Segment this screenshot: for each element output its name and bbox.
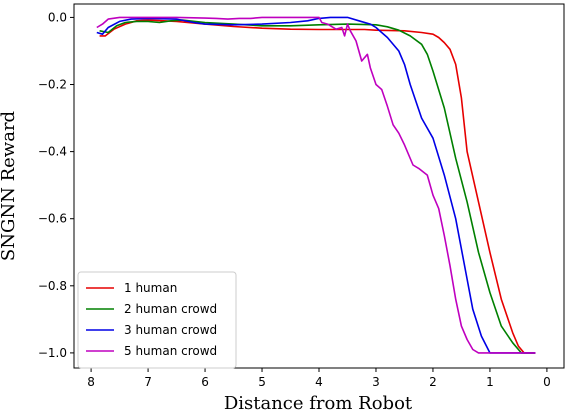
x-axis-ticks: 8 7 6 5 4 3 2 1 0 [87,368,551,389]
y-tick-label: −0.4 [38,145,67,159]
legend-label: 3 human crowd [124,323,217,337]
x-tick-label: 2 [429,375,437,389]
legend-box [77,271,237,369]
x-tick-label: 8 [87,375,95,389]
series-layer [96,16,536,354]
series-line-3 [96,16,536,354]
y-axis-label: SNGNN Reward [0,111,19,261]
legend: 1 human 2 human crowd 3 human crowd 5 human… [77,271,237,369]
legend-label: 1 human [124,281,177,295]
x-axis-label: Distance from Robot [224,393,413,414]
y-tick-label: −0.6 [38,212,67,226]
x-tick-label: 4 [315,375,323,389]
series-line-4 [96,16,536,354]
series-line-2 [99,19,536,354]
x-tick-label: 6 [201,375,209,389]
x-tick-label: 3 [372,375,380,389]
series-line-1 [99,19,536,354]
y-tick-label: −0.8 [38,279,67,293]
x-tick-label: 7 [144,375,152,389]
legend-label: 2 human crowd [124,302,217,316]
x-tick-label: 1 [486,375,494,389]
x-tick-label: 5 [258,375,266,389]
y-tick-label: 0.0 [48,10,67,24]
x-tick-label: 0 [543,375,551,389]
y-tick-label: −1.0 [38,346,67,360]
y-axis-ticks: 0.0 −0.2 −0.4 −0.6 −0.8 −1.0 [38,10,74,360]
y-tick-label: −0.2 [38,78,67,92]
legend-label: 5 human crowd [124,344,217,358]
